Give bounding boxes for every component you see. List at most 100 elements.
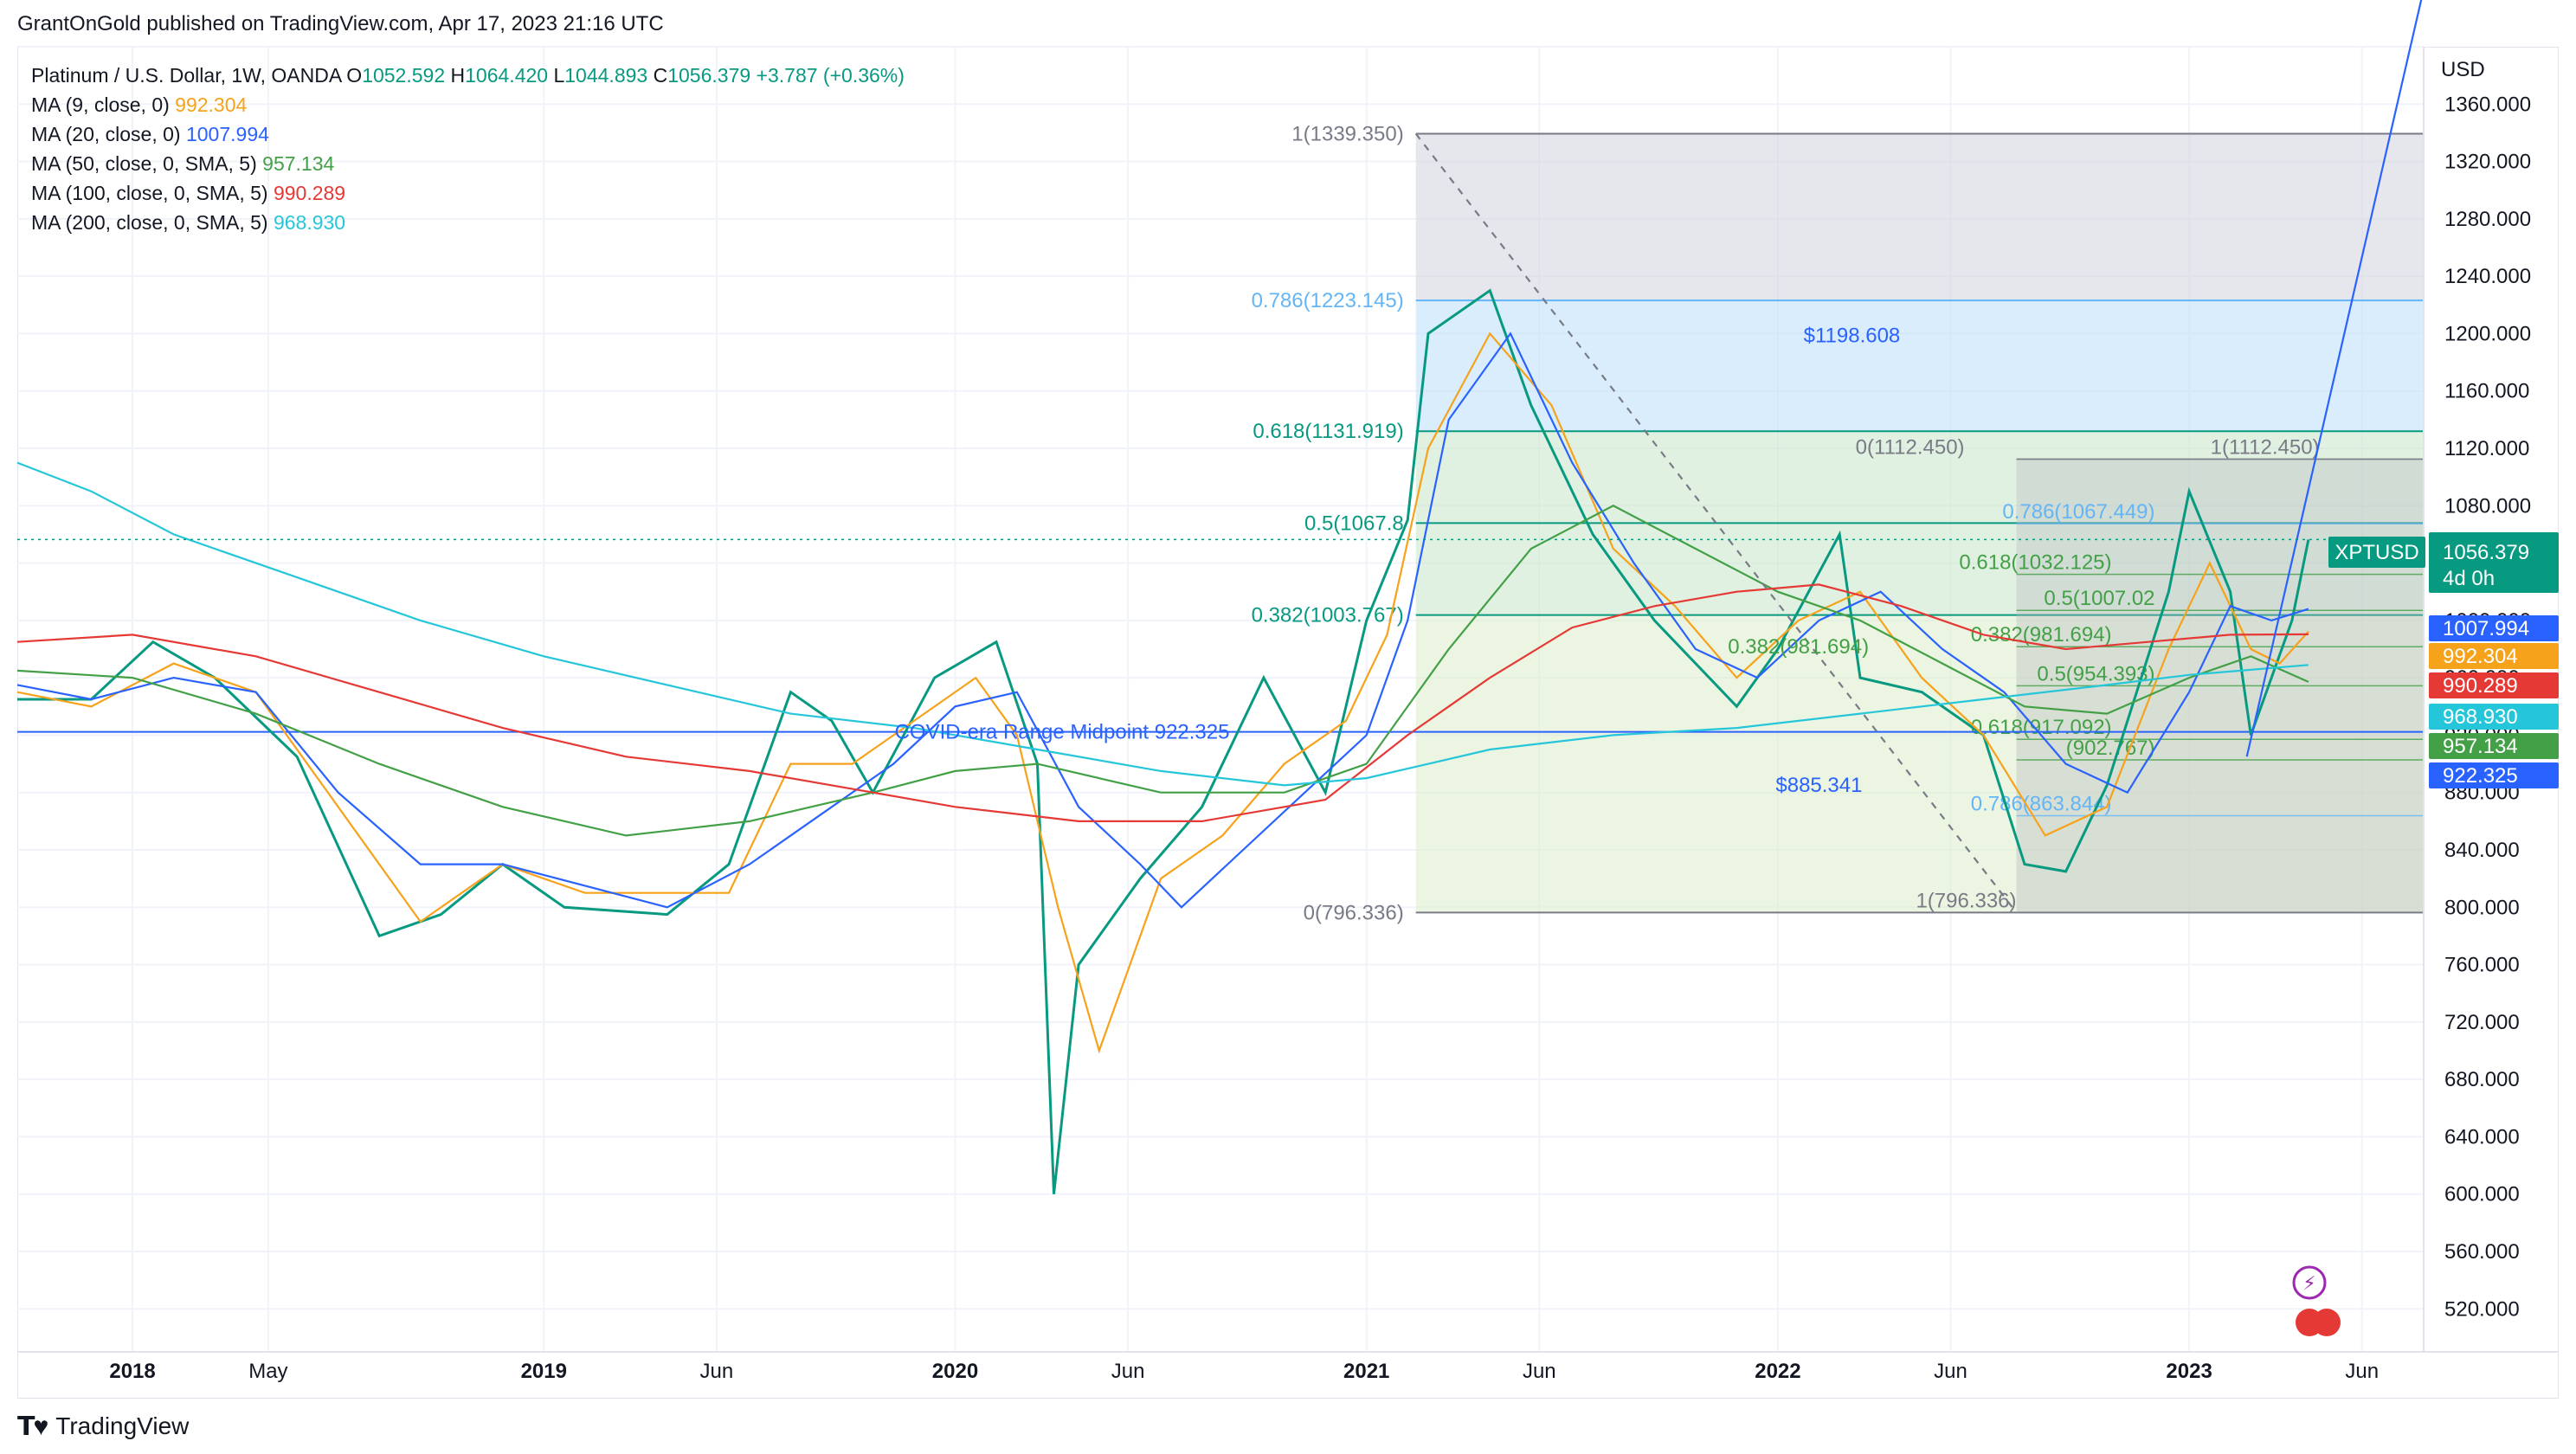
price-badge-countdown: 4d 0h (2443, 567, 2495, 590)
price-badge-value: 1056.379 (2443, 541, 2529, 564)
flag-icon (2313, 1309, 2341, 1336)
price-tick-label: 640.000 (2444, 1125, 2520, 1148)
fib-level-label-right: 1(796.336) (1916, 889, 2016, 912)
fib-level-label-left: 1(1339.350) (1291, 123, 1403, 146)
chart-annotation: COVID-era Range Midpoint 922.325 (895, 721, 1230, 744)
price-tick-label: 1080.000 (2444, 494, 2531, 518)
tradingview-logo-icon: 𝗧♥ (17, 1412, 48, 1441)
moving-average-line (16, 461, 2309, 787)
time-tick-label: 2022 (1755, 1360, 1800, 1383)
fib-zone-left (1415, 614, 2424, 913)
footer-brand[interactable]: 𝗧♥ TradingView (17, 1409, 189, 1444)
fib-level-label-left: 0.5(1067.8 (1304, 511, 1404, 535)
time-tick-label: Jun (1523, 1360, 1556, 1383)
fib-level-label-right: (902.767) (2066, 737, 2155, 760)
lightning-icon (2292, 1265, 2327, 1300)
moving-average-line (16, 505, 2309, 837)
chart-annotation: $885.341 (1775, 774, 1862, 797)
chart-annotation: $1198.608 (1804, 325, 1901, 348)
price-tick-label: 1360.000 (2444, 93, 2531, 116)
time-tick-label: 2018 (109, 1360, 155, 1383)
price-tick-label: 840.000 (2444, 839, 2520, 862)
price-badge (2429, 762, 2559, 788)
drawing-line (1414, 132, 2018, 914)
price-badge (2429, 532, 2559, 593)
fib-zone-left (1415, 300, 2424, 432)
fib-level-label-right: 0(1112.450) (1856, 436, 1965, 460)
symbol-name: Platinum / U.S. Dollar, 1W, OANDA (31, 64, 341, 87)
price-tick-label: 560.000 (2444, 1240, 2520, 1264)
symbol-ohlc-row[interactable]: Platinum / U.S. Dollar, 1W, OANDA O1052.… (31, 64, 905, 87)
fib-level-label-right: 0.382(981.694) (1971, 623, 2112, 647)
fib-zone-left (1415, 133, 2424, 301)
fib-zone-left (1415, 431, 2424, 524)
price-tick-label: 1240.000 (2444, 265, 2531, 288)
price-badge-value: 992.304 (2443, 645, 2518, 668)
low-value: 1044.893 (564, 64, 648, 87)
fib-level-label-right: 1(1112.450) (2211, 436, 2320, 460)
ma-row-9[interactable]: MA (9, close, 0) 992.304 (31, 93, 248, 116)
time-tick-label: Jun (1111, 1360, 1145, 1383)
ma-row-200[interactable]: MA (200, close, 0, SMA, 5) 968.930 (31, 211, 346, 234)
symbol-badge-label: XPTUSD (2334, 541, 2418, 564)
price-tick-label: 1160.000 (2444, 380, 2529, 403)
moving-average-line (16, 331, 2309, 1054)
time-tick-label: Jun (700, 1360, 734, 1383)
time-tick-label: 2019 (521, 1360, 567, 1383)
chart-legend: Platinum / U.S. Dollar, 1W, OANDA O1052.… (31, 61, 905, 237)
time-tick-label: 2020 (932, 1360, 978, 1383)
brand-name: TradingView (55, 1412, 190, 1439)
price-series-line (17, 288, 2310, 1194)
price-tick-label: 1120.000 (2444, 437, 2529, 460)
drawing-line (2245, 0, 2423, 757)
fib-zone-left (1415, 523, 2424, 615)
moving-average-line (16, 331, 2309, 909)
price-badge-value: 1007.994 (2443, 617, 2529, 640)
change-value: +3.787 (+0.36%) (756, 64, 905, 87)
price-tick-label: 800.000 (2444, 896, 2520, 919)
fib-level-label-right: 0.5(954.393) (2037, 662, 2154, 685)
price-badge-value: 968.930 (2443, 705, 2518, 729)
price-tick-label: 1200.000 (2444, 322, 2531, 345)
ma-row-20[interactable]: MA (20, close, 0) 1007.994 (31, 123, 269, 145)
ma-value: 990.289 (273, 182, 346, 204)
price-tick-label: 1280.000 (2444, 208, 2531, 231)
fib-level-label-right: 0.618(1032.125) (1959, 551, 2111, 575)
price-tick-label: 520.000 (2444, 1297, 2520, 1321)
time-tick-label: Jun (1934, 1360, 1967, 1383)
fib-level-label-left: 0.786(1223.145) (1252, 289, 1404, 312)
price-badge (2429, 643, 2559, 669)
ma-value: 957.134 (262, 152, 335, 175)
chart-annotation: 0.382(981.694) (1728, 635, 1869, 659)
price-badge-value: 990.289 (2443, 674, 2518, 698)
fib-level-label-right: 0.5(1007.02 (2044, 587, 2154, 610)
open-value: 1052.592 (362, 64, 446, 87)
fib-level-label-right: 0.786(1067.449) (2002, 500, 2154, 524)
price-badge (2429, 615, 2559, 641)
time-tick-label: 2021 (1343, 1360, 1389, 1383)
ma-row-50[interactable]: MA (50, close, 0, SMA, 5) 957.134 (31, 152, 335, 175)
time-tick-label: 2023 (2166, 1360, 2212, 1383)
lightning-glyph: ⚡ (2302, 1273, 2315, 1295)
price-badge-value: 922.325 (2443, 764, 2518, 788)
price-badge (2429, 672, 2559, 698)
price-tick-label: 680.000 (2444, 1068, 2520, 1091)
ma-row-100[interactable]: MA (100, close, 0, SMA, 5) 990.289 (31, 182, 346, 204)
fib-level-label-left: 0.618(1131.919) (1253, 420, 1403, 443)
fib-level-label-left: 0.382(1003.767) (1252, 604, 1404, 627)
high-value: 1064.420 (465, 64, 549, 87)
price-axis-currency: USD (2441, 58, 2485, 81)
price-tick-label: 1320.000 (2444, 151, 2531, 174)
moving-average-line (16, 583, 2309, 823)
price-tick-label: 760.000 (2444, 954, 2520, 977)
time-tick-label: May (248, 1360, 287, 1383)
symbol-badge (2328, 537, 2425, 568)
publisher-line: GrantOnGold published on TradingView.com… (17, 12, 664, 35)
time-tick-label: Jun (2345, 1360, 2379, 1383)
close-value: 1056.379 (667, 64, 751, 87)
price-tick-label: 600.000 (2444, 1183, 2520, 1206)
ma-value: 992.304 (175, 93, 248, 116)
ma-value: 968.930 (273, 211, 346, 234)
fib-level-label-left: 0(796.336) (1304, 901, 1404, 924)
